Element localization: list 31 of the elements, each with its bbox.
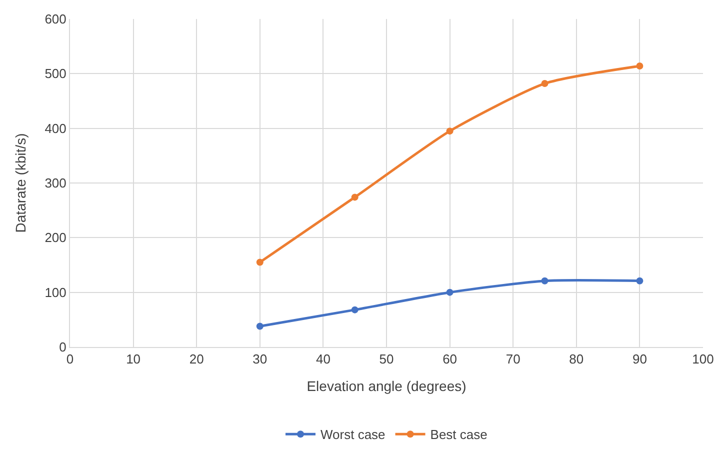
point — [541, 277, 548, 284]
y-tick-label: 0 — [59, 340, 66, 355]
x-tick-label: 80 — [569, 352, 584, 367]
point — [256, 322, 264, 330]
x-tick-label: 60 — [442, 352, 458, 367]
point — [351, 194, 358, 201]
y-tick-label: 300 — [44, 176, 66, 191]
x-axis-title: Elevation angle (degrees) — [306, 378, 466, 394]
y-tick-label: 100 — [44, 284, 66, 300]
legend-label: Best case — [430, 427, 488, 442]
y-tick-label: 500 — [44, 66, 66, 82]
point — [541, 80, 548, 88]
legend-label: Worst case — [320, 427, 386, 442]
point — [256, 258, 264, 266]
x-tick-label: 10 — [126, 352, 141, 367]
point — [446, 288, 454, 296]
x-tick-label: 90 — [632, 352, 647, 367]
point — [351, 306, 358, 314]
y-tick-label: 600 — [44, 12, 66, 27]
x-tick-label: 20 — [189, 352, 204, 367]
x-tick-label: 50 — [379, 352, 394, 367]
y-tick-label: 400 — [44, 120, 66, 136]
y-tick-label: 200 — [44, 230, 66, 246]
point — [446, 128, 454, 135]
x-tick-label: 30 — [252, 352, 268, 367]
x-tick-label: 100 — [692, 352, 714, 367]
x-tick-label: 40 — [316, 352, 330, 367]
y-axis-title: Datarate (kbit/s) — [12, 133, 28, 233]
x-tick-label: 70 — [506, 352, 520, 367]
point — [636, 277, 644, 284]
point — [636, 62, 644, 70]
